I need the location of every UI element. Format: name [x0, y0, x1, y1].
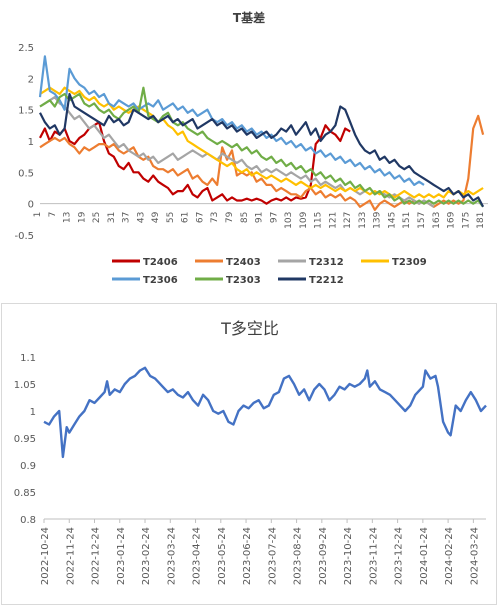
- series-line-t2309: [39, 86, 484, 199]
- x-tick-label: 2023-04-24: [192, 527, 203, 585]
- x-tick-label: 55: [166, 212, 176, 223]
- y-tick-label: 1.05: [14, 380, 36, 391]
- legend-label: T2309: [392, 257, 427, 268]
- x-tick-label: 19: [77, 211, 87, 223]
- basis-chart-axes: 2.521.510.50-0.51 7 13 19 25 31 37 43 49 55 61 67 73…: [14, 43, 488, 242]
- legend-label: T2312: [309, 257, 344, 268]
- y-tick-label: 0: [28, 200, 34, 211]
- legend-label: T2303: [226, 275, 261, 286]
- x-tick-label: 2023-06-24: [242, 527, 253, 585]
- x-tick-label: 2023-11-24: [368, 527, 379, 585]
- x-tick-label: 7: [48, 212, 58, 218]
- x-tick-label: 2022-10-24: [40, 527, 51, 585]
- x-tick-label: 121: [328, 212, 338, 229]
- x-tick-label: 61: [181, 212, 191, 223]
- x-tick-label: 163: [432, 212, 442, 229]
- y-tick-label: 2: [28, 74, 34, 85]
- legend-label: T2406: [143, 257, 178, 268]
- x-tick-label: 2024-03-24: [469, 527, 480, 585]
- x-tick-label: 151: [402, 212, 412, 229]
- x-tick-label: 157: [417, 212, 427, 229]
- x-tick-label: 127: [343, 212, 353, 229]
- y-tick-label: 0.9: [20, 461, 36, 472]
- long-short-ratio-chart-series: [43, 366, 487, 459]
- long-short-ratio-chart-axes: 1.1 1.05 1 0.95 0.9 0.85 0.8 2022-10-24 2022-11-…: [14, 353, 486, 585]
- basis-chart: T基差 2.521.510.50-0.51 7 13 19 25 31 37 43 49 55 61…: [14, 10, 488, 286]
- series-line-t2306: [38, 55, 425, 186]
- long-short-ratio-chart-title: T多空比: [220, 319, 279, 338]
- x-tick-label: 97: [269, 212, 279, 223]
- x-tick-label: 145: [387, 212, 397, 229]
- x-tick-label: 13: [63, 212, 73, 223]
- long-short-ratio-chart-panel: T多空比 1.1 1.05 1 0.95 0.9 0.85 0.8 2022-10-24 202…: [1, 303, 497, 605]
- x-tick-label: 115: [314, 212, 324, 229]
- x-tick-label: 109: [299, 211, 309, 228]
- x-tick-label: 2023-05-24: [217, 527, 228, 585]
- series-line-t2212: [39, 92, 485, 208]
- x-tick-label: 43: [136, 212, 146, 223]
- x-tick-label: 2023-08-24: [293, 527, 304, 585]
- x-tick-label: 2022-11-24: [65, 527, 76, 585]
- x-tick-label: 2023-12-24: [394, 527, 405, 585]
- y-tick-label: 1.5: [18, 106, 34, 117]
- y-tick-label: 1.1: [20, 353, 36, 364]
- x-tick-label: 133: [358, 212, 368, 229]
- y-tick-label: 0.5: [18, 168, 34, 179]
- basis-chart-title: T基差: [233, 10, 265, 25]
- x-tick-label: 169: [447, 211, 457, 228]
- x-tick-label: 85: [240, 212, 250, 223]
- y-tick-label: 1: [28, 137, 34, 148]
- x-tick-label: 2024-02-24: [444, 527, 455, 585]
- x-tick-label: 31: [107, 212, 117, 223]
- y-tick-label: -0.5: [14, 231, 34, 242]
- basis-chart-series: [38, 55, 485, 211]
- x-tick-label: 139: [373, 211, 383, 228]
- basis-chart-legend: T2406 T2403 T2312 T2309 T2306 T2303 T2212: [112, 257, 427, 286]
- legend-label: T2212: [309, 275, 344, 286]
- series-line-long-short-ratio: [43, 366, 487, 459]
- series-line-t2403: [39, 114, 485, 211]
- x-tick-label: 2023-03-24: [166, 527, 177, 585]
- x-tick-label: 67: [195, 212, 205, 223]
- x-tick-label: 2022-12-24: [91, 527, 102, 585]
- x-tick-label: 2024-01-24: [419, 527, 430, 585]
- x-tick-label: 2023-10-24: [343, 527, 354, 585]
- legend-label: T2403: [226, 257, 261, 268]
- y-tick-label: 0.95: [14, 434, 36, 445]
- x-tick-label: 2023-02-24: [141, 527, 152, 585]
- x-tick-label: 103: [284, 212, 294, 229]
- series-line-t2303: [39, 86, 484, 208]
- x-tick-label: 2023-09-24: [318, 527, 329, 585]
- x-tick-label: 2023-07-24: [267, 527, 278, 585]
- x-tick-label: 25: [92, 212, 102, 223]
- x-tick-label: 175: [461, 212, 471, 229]
- y-tick-label: 1: [30, 407, 36, 418]
- x-tick-label: 73: [210, 212, 220, 223]
- x-tick-label: 2023-01-24: [116, 527, 127, 585]
- x-tick-label: 91: [255, 212, 265, 223]
- long-short-ratio-chart: T多空比 1.1 1.05 1 0.95 0.9 0.85 0.8 2022-10-24 202…: [14, 319, 487, 585]
- x-tick-label: 49: [151, 211, 161, 223]
- y-tick-label: 2.5: [18, 43, 34, 54]
- y-tick-label: 0.8: [20, 515, 36, 526]
- y-tick-label: 0.85: [14, 488, 36, 499]
- x-tick-label: 181: [476, 212, 486, 229]
- legend-label: T2306: [143, 275, 178, 286]
- x-tick-label: 37: [122, 212, 132, 223]
- x-tick-label: 79: [225, 211, 235, 223]
- x-tick-label: 1: [33, 212, 43, 218]
